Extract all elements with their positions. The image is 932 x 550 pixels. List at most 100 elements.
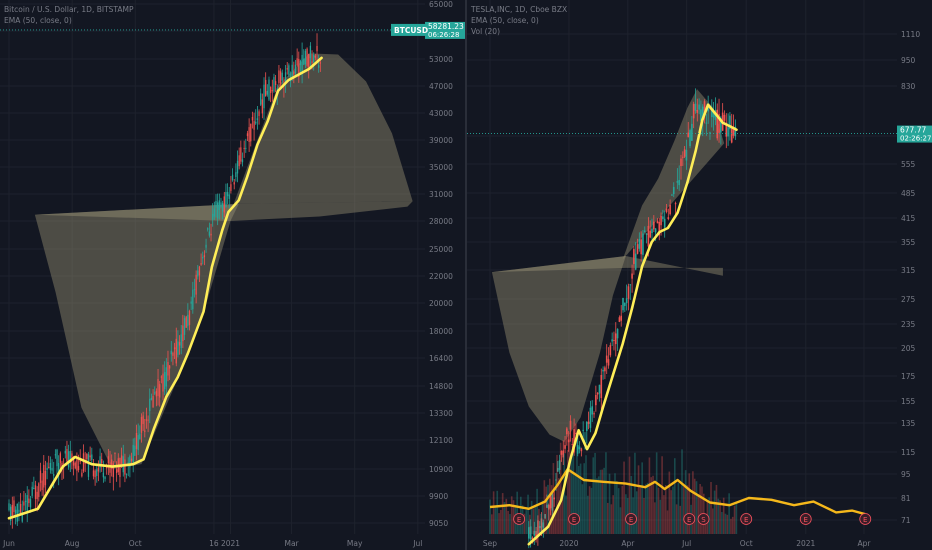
y-tick-label: 175 [901, 372, 916, 381]
candle-body [653, 221, 655, 230]
price-tag-countdown: 06:26:28 [428, 31, 459, 39]
candle-body [611, 339, 613, 342]
earnings-marker-label: E [863, 516, 867, 524]
volume-bar [672, 486, 674, 534]
y-tick-label: 485 [901, 189, 916, 198]
candle-body [217, 202, 219, 219]
y-tick-label: 65000 [429, 0, 453, 9]
candle-body [14, 509, 17, 514]
volume-bar [722, 497, 725, 534]
candle-body [180, 334, 182, 348]
candle-body [235, 172, 237, 177]
candle-body [173, 347, 176, 350]
candle-body [226, 192, 229, 197]
volume-bar [710, 481, 712, 534]
candle-body [111, 459, 113, 469]
candle-body [528, 527, 530, 539]
candle-body [233, 182, 235, 185]
candle-body [86, 453, 88, 460]
candle-body [261, 99, 264, 114]
candle-body [168, 365, 171, 369]
volume-bar [655, 452, 658, 534]
x-tick-label: Jul [412, 539, 422, 548]
candle-body [99, 456, 101, 468]
candle-body [28, 498, 30, 504]
candle-body [145, 419, 148, 421]
candle-body [558, 460, 561, 470]
candle-body [250, 123, 252, 142]
tsla-chart-svg[interactable]: 71 81 95 115 135 155 175 205 235 275 315 355 415 485 5… [467, 0, 932, 550]
candle-body [634, 253, 637, 270]
y-tick-label: 20000 [429, 299, 453, 308]
tsla-ema-label: EMA (50, close, 0) [471, 16, 539, 25]
x-tick-label: Mar [284, 539, 299, 548]
candle-body [170, 350, 172, 355]
volume-bar [717, 498, 720, 534]
pane-divider[interactable] [465, 0, 467, 550]
candle-body [729, 115, 731, 130]
btc-chart-svg[interactable]: 9050 9900 10900 12100 13300 14800 16400 18000 20… [0, 0, 465, 550]
pattern-arc [622, 89, 725, 260]
candle-body [306, 48, 308, 66]
y-tick-label: 43000 [429, 109, 453, 118]
candle-body [636, 244, 639, 254]
candle-body [265, 80, 267, 97]
volume-bar [699, 483, 701, 534]
candle-body [298, 58, 300, 78]
price-tag-bg [897, 125, 932, 143]
candle-body [291, 64, 293, 79]
candle-body [23, 501, 25, 506]
candle-body [245, 147, 247, 149]
candle-body [613, 339, 615, 341]
candle-body [727, 127, 729, 137]
volume-bar [666, 510, 669, 534]
candle-body [142, 415, 144, 425]
candle-body [682, 156, 684, 158]
candle-body [124, 459, 126, 475]
symbol-tag-bg [391, 23, 425, 36]
volume-bar [639, 487, 642, 534]
candle-body [58, 462, 60, 473]
volume-bar [726, 514, 729, 534]
tsla-chart-pane[interactable]: 71 81 95 115 135 155 175 205 235 275 315 355 415 485 5… [467, 0, 932, 550]
candle-body [585, 422, 588, 431]
y-tick-label: 9050 [429, 519, 448, 528]
volume-bar [605, 452, 607, 534]
y-tick-label: 28000 [429, 217, 453, 226]
candle-body [200, 262, 202, 265]
volume-bar [688, 473, 691, 534]
y-tick-label: 830 [901, 82, 916, 91]
candle-body [246, 133, 249, 137]
candle-body [212, 213, 214, 220]
candle-body [269, 86, 272, 93]
volume-bar [641, 462, 643, 534]
candle-body [210, 233, 212, 236]
candle-body [680, 158, 682, 167]
candle-body [193, 289, 196, 291]
candle-body [662, 216, 664, 220]
candle-body [589, 407, 592, 428]
x-tick-label: Apr [857, 539, 871, 548]
candle-body [205, 244, 207, 248]
candle-body [540, 518, 543, 532]
btc-chart-pane[interactable]: 9050 9900 10900 12100 13300 14800 16400 18000 20… [0, 0, 465, 550]
candle-body [712, 111, 715, 118]
candle-body [165, 367, 167, 387]
volume-bar [659, 499, 662, 534]
candle-body [225, 191, 227, 208]
candle-body [94, 470, 96, 478]
candle-body [260, 93, 262, 105]
candle-body [633, 248, 635, 264]
volume-bar [713, 490, 716, 534]
candle-body [564, 445, 566, 449]
candle-body [182, 325, 184, 342]
volume-bar [592, 457, 595, 534]
candle-body [701, 106, 704, 122]
volume-bar [708, 497, 711, 534]
candle-body [96, 469, 98, 476]
volume-bar [621, 485, 624, 534]
volume-bar [503, 502, 506, 534]
candle-body [223, 196, 225, 213]
candle-body [44, 470, 47, 486]
volume-bar [536, 488, 538, 534]
